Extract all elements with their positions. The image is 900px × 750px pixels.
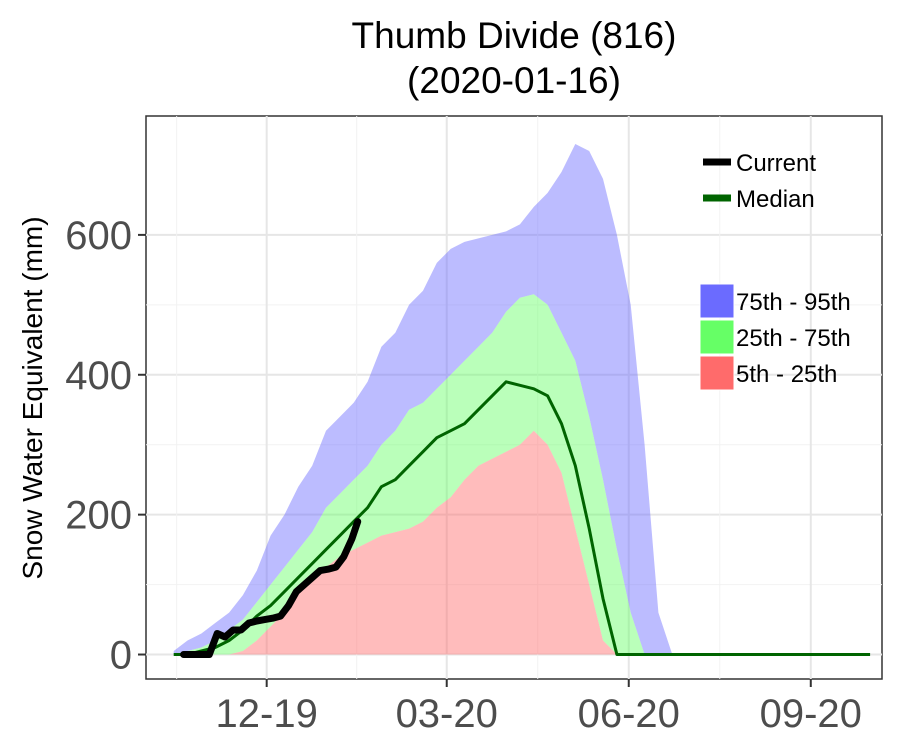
- band-25th-median: [173, 381, 700, 655]
- legend-label-median: Median: [736, 186, 815, 213]
- plot-panel: [145, 115, 883, 680]
- x-tick-label: 06-20: [578, 692, 680, 736]
- legend-label-p25_75: 25th - 75th: [736, 325, 851, 352]
- y-tick-label: 0: [110, 634, 132, 678]
- legend-key-p5_25: [699, 355, 735, 391]
- band-5th-25th: [173, 430, 700, 655]
- band-75th-95th: [173, 144, 700, 655]
- y-tick-label: 200: [65, 494, 132, 538]
- legend-label-p75_95: 75th - 95th: [736, 289, 851, 316]
- x-tick-label: 12-19: [216, 692, 318, 736]
- y-axis-label: Snow Water Equivalent (mm): [17, 216, 48, 579]
- chart-title: Thumb Divide (816): [352, 15, 677, 56]
- current-line: [180, 518, 362, 658]
- x-tick-label: 09-20: [760, 692, 862, 736]
- band-median-75th: [173, 294, 700, 655]
- legend-label-p5_25: 5th - 25th: [736, 361, 837, 388]
- x-tick-label: 03-20: [396, 692, 498, 736]
- y-tick-label: 600: [65, 214, 132, 258]
- y-axis: 0 200 400 600: [65, 214, 146, 678]
- chart-subtitle: (2020-01-16): [407, 60, 621, 101]
- legend-key-p75_95: [699, 283, 735, 319]
- percentile-bands: [173, 144, 700, 655]
- legend-key-p25_75: [699, 319, 735, 355]
- legend: Current Median 75th - 95th 25th - 75th 5th -…: [699, 150, 851, 391]
- y-tick-label: 400: [65, 354, 132, 398]
- x-axis: 12-19 03-20 06-20 09-20: [216, 679, 862, 736]
- median-line: [173, 380, 700, 656]
- legend-label-current: Current: [736, 150, 816, 177]
- series-lines: [173, 380, 871, 658]
